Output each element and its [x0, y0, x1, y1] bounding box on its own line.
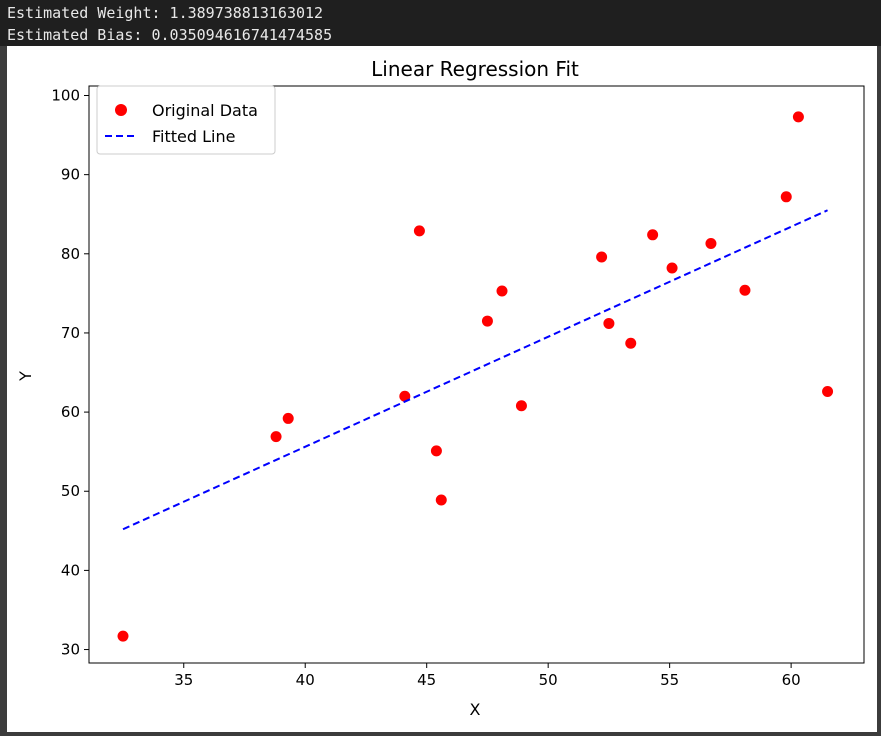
data-point — [705, 238, 717, 250]
y-tick-label: 30 — [61, 641, 80, 659]
legend-label-original-data: Original Data — [152, 101, 258, 120]
data-point — [496, 285, 508, 297]
data-point — [603, 317, 615, 329]
x-tick-label: 60 — [782, 671, 801, 689]
x-axis: 35 40 45 50 55 60 — [174, 663, 801, 689]
data-point — [413, 225, 425, 237]
data-point — [792, 111, 804, 123]
legend-label-fitted-line: Fitted Line — [152, 127, 235, 146]
data-point — [435, 494, 447, 506]
data-point — [596, 251, 608, 263]
data-point — [399, 390, 411, 402]
data-point — [822, 386, 834, 398]
figure-canvas: 30 40 50 60 70 80 90 100 35 40 45 50 55 60 Linear Re… — [7, 46, 877, 732]
legend-box — [96, 85, 276, 155]
data-point — [647, 229, 659, 241]
data-point — [117, 630, 129, 642]
x-tick-label: 55 — [660, 671, 679, 689]
data-point — [481, 315, 493, 327]
y-tick-label: 60 — [61, 403, 80, 421]
y-tick-label: 100 — [51, 86, 80, 104]
bias-output: Estimated Bias: 0.035094616741474585 — [7, 26, 333, 44]
x-axis-label: X — [470, 700, 481, 719]
x-tick-label: 50 — [539, 671, 558, 689]
regression-chart: 30 40 50 60 70 80 90 100 35 40 45 50 55 60 Linear Re… — [16, 57, 865, 719]
data-point — [270, 431, 282, 443]
weight-output: Estimated Weight: 1.389738813163012 — [7, 4, 324, 22]
data-point — [515, 400, 527, 412]
data-point — [282, 412, 294, 424]
legend: Original Data Fitted Line — [96, 85, 276, 155]
x-tick-label: 45 — [417, 671, 436, 689]
data-point — [430, 445, 442, 457]
fitted-line — [122, 209, 828, 531]
data-point — [666, 262, 678, 274]
chart-title: Linear Regression Fit — [371, 57, 579, 81]
x-tick-label: 35 — [174, 671, 193, 689]
y-tick-label: 40 — [61, 561, 80, 579]
y-axis-label: Y — [16, 371, 35, 382]
axes-frame — [88, 85, 865, 664]
y-tick-label: 70 — [61, 324, 80, 342]
x-tick-label: 40 — [296, 671, 315, 689]
y-tick-label: 90 — [61, 166, 80, 184]
y-axis: 30 40 50 60 70 80 90 100 — [51, 86, 89, 659]
plot-area — [117, 111, 834, 642]
data-point — [739, 284, 751, 296]
data-point — [625, 337, 637, 349]
y-tick-label: 80 — [61, 245, 80, 263]
legend-marker-original-data — [115, 104, 127, 116]
y-tick-label: 50 — [61, 482, 80, 500]
data-point — [780, 191, 792, 203]
output-console: Estimated Weight: 1.389738813163012 Esti… — [0, 0, 881, 46]
